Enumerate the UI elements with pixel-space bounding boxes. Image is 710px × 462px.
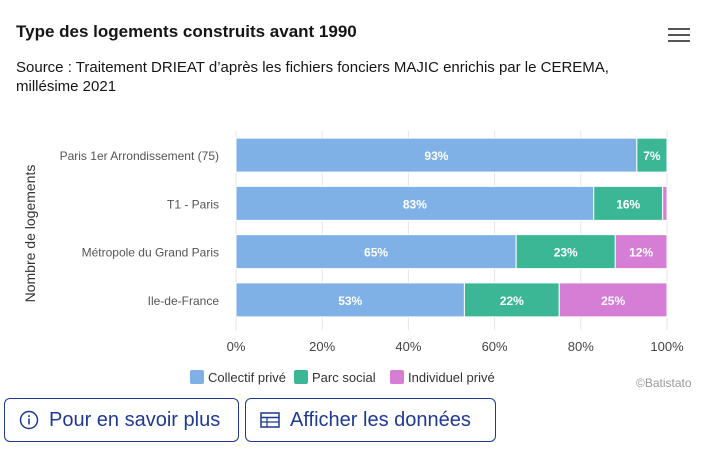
more-info-button[interactable]: Pour en savoir plus (4, 398, 239, 442)
x-tick-label: 0% (227, 339, 246, 354)
legend-item: Individuel privé (408, 370, 495, 385)
chart-subtitle: Source : Traitement DRIEAT d’après les f… (16, 59, 609, 95)
bar-segment (662, 185, 668, 221)
legend-item: Collectif privé (208, 370, 286, 385)
category-label: Métropole du Grand Paris (82, 246, 219, 260)
data-label: 16% (616, 197, 640, 211)
credit-label: ©Batistato (636, 376, 692, 390)
data-label: 12% (629, 246, 653, 260)
data-label: 53% (338, 294, 362, 308)
category-label: Ile-de-France (148, 294, 220, 308)
x-tick-label: 100% (650, 339, 684, 354)
chart-title: Type des logements construits avant 1990 (16, 22, 357, 41)
category-label: Paris 1er Arrondissement (75) (60, 149, 219, 163)
data-label: 65% (364, 246, 388, 260)
data-label: 23% (554, 246, 578, 260)
more-info-label: Pour en savoir plus (49, 408, 221, 431)
bar-segment (235, 234, 517, 270)
bar-segment (558, 282, 668, 318)
table-icon (260, 411, 280, 429)
bar-segment (593, 185, 664, 221)
info-icon (19, 410, 39, 430)
bar-chart: 0% 20% 40% 60% 80% 100% 93% 7% Paris 1er Arrondi… (22, 131, 684, 385)
x-tick-label: 20% (309, 339, 335, 354)
legend-swatch (190, 370, 204, 384)
data-label: 22% (500, 294, 524, 308)
bar-segment (515, 234, 616, 270)
show-data-label: Afficher les données (290, 408, 471, 431)
bar-segment (636, 137, 668, 173)
category-label: T1 - Paris (167, 197, 219, 211)
bar-segment (614, 234, 668, 270)
bar-segment (463, 282, 560, 318)
y-axis-title: Nombre de logements (22, 165, 38, 303)
data-label: 25% (601, 294, 625, 308)
bar-segment (235, 137, 638, 173)
legend-swatch (390, 370, 404, 384)
hamburger-menu-icon[interactable] (668, 28, 690, 44)
x-tick-label: 60% (482, 339, 508, 354)
data-label: 83% (403, 197, 427, 211)
show-data-button[interactable]: Afficher les données (245, 398, 496, 442)
data-label: 7% (643, 149, 661, 163)
data-label: 93% (424, 149, 448, 163)
x-tick-label: 40% (395, 339, 421, 354)
x-tick-label: 80% (568, 339, 594, 354)
legend-item: Parc social (312, 370, 376, 385)
bar-segment (235, 185, 595, 221)
legend-swatch (294, 370, 308, 384)
